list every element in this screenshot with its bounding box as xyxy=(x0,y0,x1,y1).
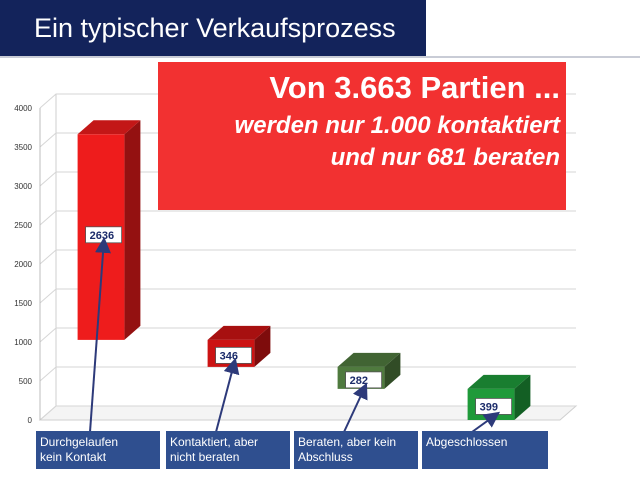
bar-2-side xyxy=(254,325,271,367)
y-tick-label-1000: 1000 xyxy=(14,338,32,347)
callout-line-1: Von 3.663 Partien ... xyxy=(269,70,560,105)
category-4-line-1: Abgeschlossen xyxy=(426,435,508,449)
category-3-line-1: Beraten, aber kein xyxy=(298,435,397,449)
y-tick-label-500: 500 xyxy=(19,377,33,386)
category-1-line-1: Durchgelaufen xyxy=(40,435,119,449)
y-tick-label-0: 0 xyxy=(28,416,33,425)
bar-2-value-label: 346 xyxy=(220,350,238,362)
gridline-500 xyxy=(39,366,576,382)
category-3-line-2: Abschluss xyxy=(298,450,353,464)
bar-1-side xyxy=(124,120,141,340)
bar-2-top xyxy=(207,325,271,340)
category-1-line-2: kein Kontakt xyxy=(40,450,107,464)
arrow-2 xyxy=(215,357,240,433)
arrow-1 xyxy=(89,236,111,433)
gridline-1500 xyxy=(39,288,576,304)
title-divider xyxy=(0,56,640,58)
category-2-line-2: nicht beraten xyxy=(170,450,240,464)
category-label-1: Durchgelaufen kein Kontakt xyxy=(36,431,160,469)
gridline-2000 xyxy=(39,249,576,265)
callout-line-3: und nur 681 beraten xyxy=(330,144,560,171)
bar-4-value-label: 399 xyxy=(480,401,498,413)
callout-line-2: werden nur 1.000 kontaktiert xyxy=(234,112,560,139)
gridline-1000 xyxy=(39,327,576,343)
category-label-4: Abgeschlossen xyxy=(422,431,548,469)
y-tick-label-2500: 2500 xyxy=(14,221,32,230)
y-tick-label-3000: 3000 xyxy=(14,182,32,191)
y-tick-label-4000: 4000 xyxy=(14,104,32,113)
bar-4-side xyxy=(514,374,531,420)
bar-1-top xyxy=(77,120,141,135)
bar-3-value-label: 282 xyxy=(350,375,368,387)
bar-3-side xyxy=(384,352,401,389)
arrow-3 xyxy=(343,382,368,433)
gridline-0 xyxy=(39,405,576,421)
y-tick-label-2000: 2000 xyxy=(14,260,32,269)
arrow-4 xyxy=(471,411,501,433)
category-label-3: Beraten, aber kein Abschluss xyxy=(294,431,418,469)
y-tick-label-3500: 3500 xyxy=(14,143,32,152)
bar-4-top xyxy=(467,374,531,389)
gridline-2500 xyxy=(39,210,576,226)
y-tick-label-1500: 1500 xyxy=(14,299,32,308)
page-title: Ein typischer Verkaufsprozess xyxy=(0,0,426,56)
category-label-2: Kontaktiert, aber nicht beraten xyxy=(166,431,290,469)
category-2-line-1: Kontaktiert, aber xyxy=(170,435,259,449)
bar-3-top xyxy=(337,352,401,367)
summary-callout: Von 3.663 Partien ... werden nur 1.000 k… xyxy=(158,62,566,210)
bar-1-value-label: 2636 xyxy=(90,230,114,242)
